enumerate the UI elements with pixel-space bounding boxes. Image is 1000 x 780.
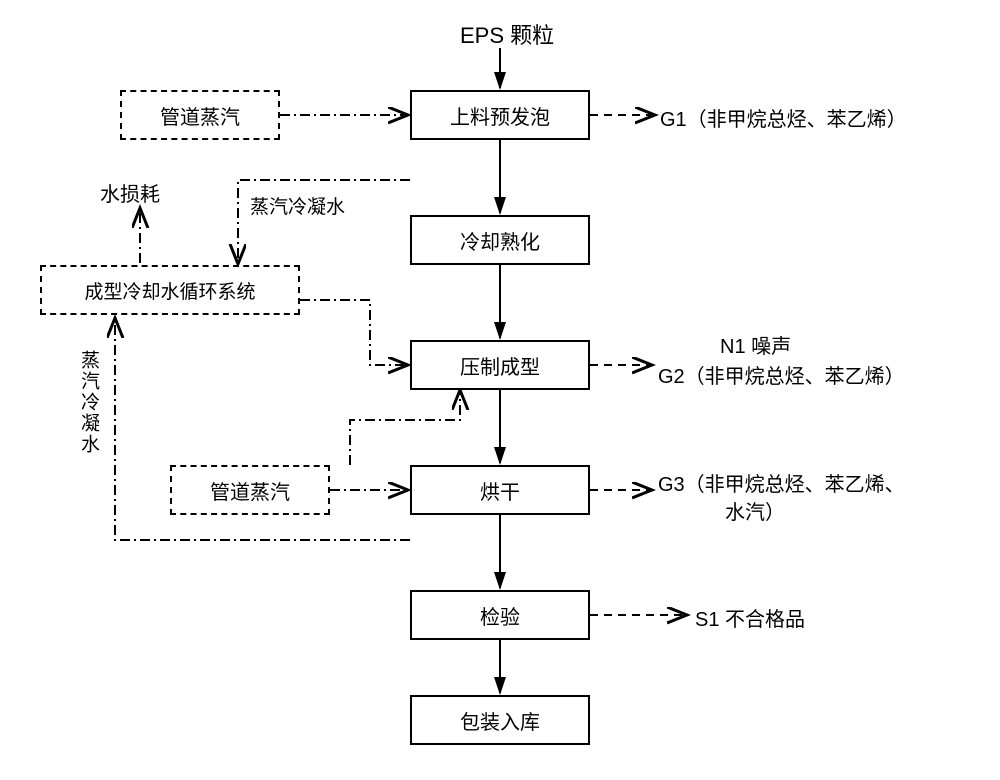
output-g3-line2: 水汽） (725, 496, 785, 525)
output-g2: G2（非甲烷总烃、苯乙烯） (658, 360, 905, 389)
step1-label: 上料预发泡 (450, 101, 550, 130)
steam-input-1: 管道蒸汽 (120, 90, 280, 140)
step6-label: 包装入库 (460, 706, 540, 735)
steam1-label: 管道蒸汽 (160, 101, 240, 130)
process-step-4: 烘干 (410, 465, 590, 515)
water-loss-label: 水损耗 (100, 178, 160, 207)
flowchart-canvas: EPS 颗粒 上料预发泡 冷却熟化 压制成型 烘干 检验 包装入库 管道蒸汽 成… (0, 0, 1000, 780)
output-g1: G1（非甲烷总烃、苯乙烯） (660, 103, 907, 132)
cooling-system-box: 成型冷却水循环系统 (40, 265, 300, 315)
step2-label: 冷却熟化 (460, 226, 540, 255)
steam-condensate-h-label: 蒸汽冷凝水 (250, 192, 345, 219)
process-step-2: 冷却熟化 (410, 215, 590, 265)
step5-label: 检验 (480, 601, 520, 630)
steam-condensate-v-label: 蒸汽冷凝水 (75, 350, 102, 455)
process-step-3: 压制成型 (410, 340, 590, 390)
steam-input-2: 管道蒸汽 (170, 465, 330, 515)
step4-label: 烘干 (480, 476, 520, 505)
steam2-label: 管道蒸汽 (210, 476, 290, 505)
step3-label: 压制成型 (460, 351, 540, 380)
process-step-6: 包装入库 (410, 695, 590, 745)
process-step-1: 上料预发泡 (410, 90, 590, 140)
process-step-5: 检验 (410, 590, 590, 640)
output-n1: N1 噪声 (720, 330, 791, 359)
output-s1: S1 不合格品 (695, 603, 805, 632)
output-g3-line1: G3（非甲烷总烃、苯乙烯、 (658, 468, 905, 497)
source-label: EPS 颗粒 (460, 18, 554, 50)
cooling-label: 成型冷却水循环系统 (84, 277, 255, 304)
